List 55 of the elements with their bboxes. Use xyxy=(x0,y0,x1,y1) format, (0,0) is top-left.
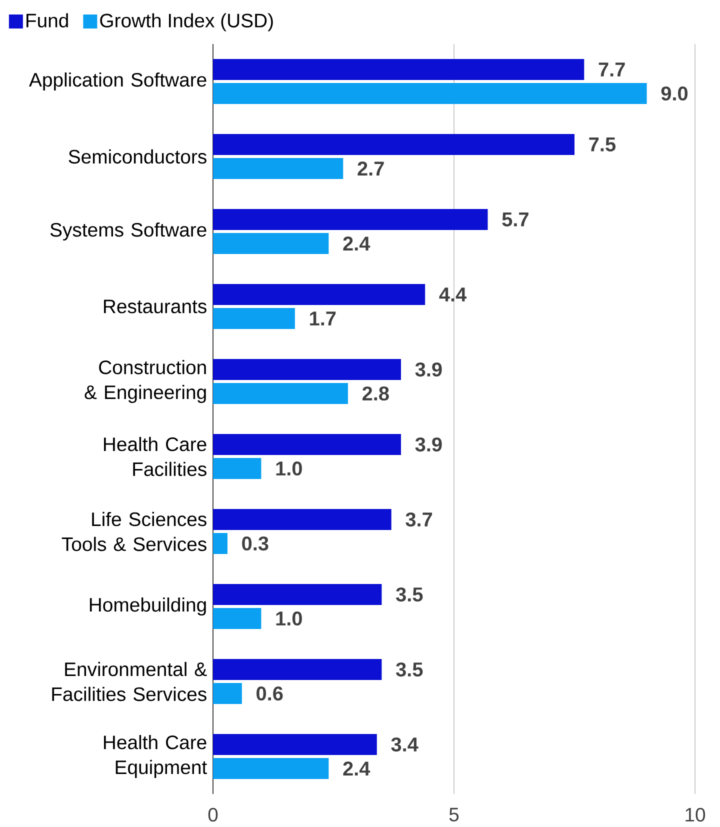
data-label: 3.5 xyxy=(396,662,423,677)
bar xyxy=(213,158,344,180)
bar xyxy=(213,233,329,254)
y-tick-label: Semiconductors xyxy=(68,149,206,164)
data-label: 3.5 xyxy=(396,587,423,602)
y-tick-label: Environmental & Facilities Services xyxy=(52,662,207,702)
y-tick-label: Construction & Engineering xyxy=(84,360,206,404)
legend-label: Growth Index (USD) xyxy=(100,13,273,32)
bar xyxy=(213,758,329,780)
data-label: 1.7 xyxy=(310,312,336,326)
data-label: 2.7 xyxy=(358,162,384,176)
x-tick-label: 5 xyxy=(449,808,459,822)
bar xyxy=(213,284,426,306)
y-tick-label: Health Care Equipment xyxy=(104,735,207,778)
x-tick-label: 10 xyxy=(686,808,706,822)
data-label: 2.4 xyxy=(343,236,370,250)
data-label: 3.9 xyxy=(415,362,442,377)
data-label: 5.7 xyxy=(502,212,528,226)
bar xyxy=(213,509,392,530)
bar xyxy=(213,683,242,704)
data-label: 0.3 xyxy=(242,536,268,551)
data-label: 4.4 xyxy=(439,288,467,302)
bar xyxy=(213,434,401,456)
data-label: 3.9 xyxy=(415,437,442,452)
y-tick-label: Health Care Facilities xyxy=(104,436,206,476)
bar xyxy=(213,659,382,680)
bar xyxy=(213,533,228,554)
y-tick-label: Systems Software xyxy=(50,222,206,241)
data-label: 1.0 xyxy=(276,611,302,626)
x-tick-label: 0 xyxy=(208,808,218,822)
y-tick-label: Restaurants xyxy=(104,300,206,314)
bar xyxy=(213,83,647,104)
bar xyxy=(213,608,262,630)
bar xyxy=(213,308,295,330)
data-label: 3.7 xyxy=(406,512,432,527)
bar xyxy=(213,359,401,380)
data-label: 2.8 xyxy=(362,386,389,401)
bar xyxy=(213,209,488,230)
legend-label: Fund xyxy=(26,13,68,28)
data-label: 7.5 xyxy=(589,138,616,152)
data-label: 9.0 xyxy=(661,86,688,101)
data-label: 0.6 xyxy=(256,686,283,701)
bar xyxy=(213,584,382,606)
bar xyxy=(213,134,575,156)
data-label: 2.4 xyxy=(343,762,370,776)
bar xyxy=(213,59,584,80)
bar xyxy=(213,383,348,404)
bar xyxy=(213,734,377,756)
data-label: 1.0 xyxy=(276,461,302,476)
y-tick-label: Homebuilding xyxy=(90,597,206,616)
y-tick-label: Life Sciences Tools & Services xyxy=(62,512,206,552)
bar xyxy=(213,458,262,480)
y-tick-label: Application Software xyxy=(29,72,206,91)
data-label: 3.4 xyxy=(391,737,418,752)
data-label: 7.7 xyxy=(598,62,625,76)
